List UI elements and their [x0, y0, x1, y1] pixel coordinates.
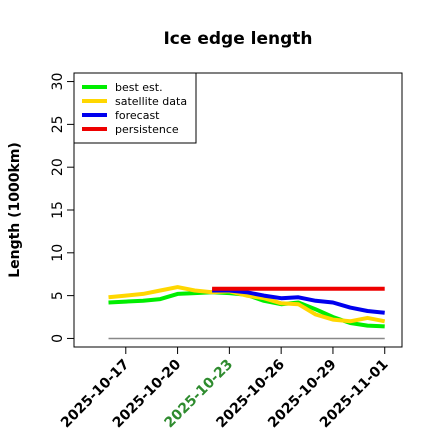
legend-box — [73, 72, 197, 144]
legend-entry-label: satellite data — [115, 95, 187, 108]
legend-entry-label: best est. — [115, 81, 163, 94]
y-tick-label: 5 — [50, 291, 66, 300]
y-tick-label: 20 — [50, 158, 66, 176]
legend-entry-label: persistence — [115, 123, 179, 136]
legend: best est.satellite dataforecastpersisten… — [73, 72, 197, 144]
series-layer — [108, 285, 386, 329]
series-line-forecast — [212, 288, 385, 315]
series-line-satellite-data — [108, 285, 386, 324]
y-tick-label: 15 — [50, 201, 66, 219]
chart-title: Ice edge length — [163, 29, 312, 49]
y-tick-label: 30 — [50, 73, 66, 91]
y-tick-label: 10 — [50, 244, 66, 262]
y-tick-label: 0 — [50, 334, 66, 343]
y-axis-label: Length (1000km) — [7, 142, 23, 278]
y-tick-label: 25 — [50, 115, 66, 133]
legend-entry-label: forecast — [115, 109, 160, 122]
